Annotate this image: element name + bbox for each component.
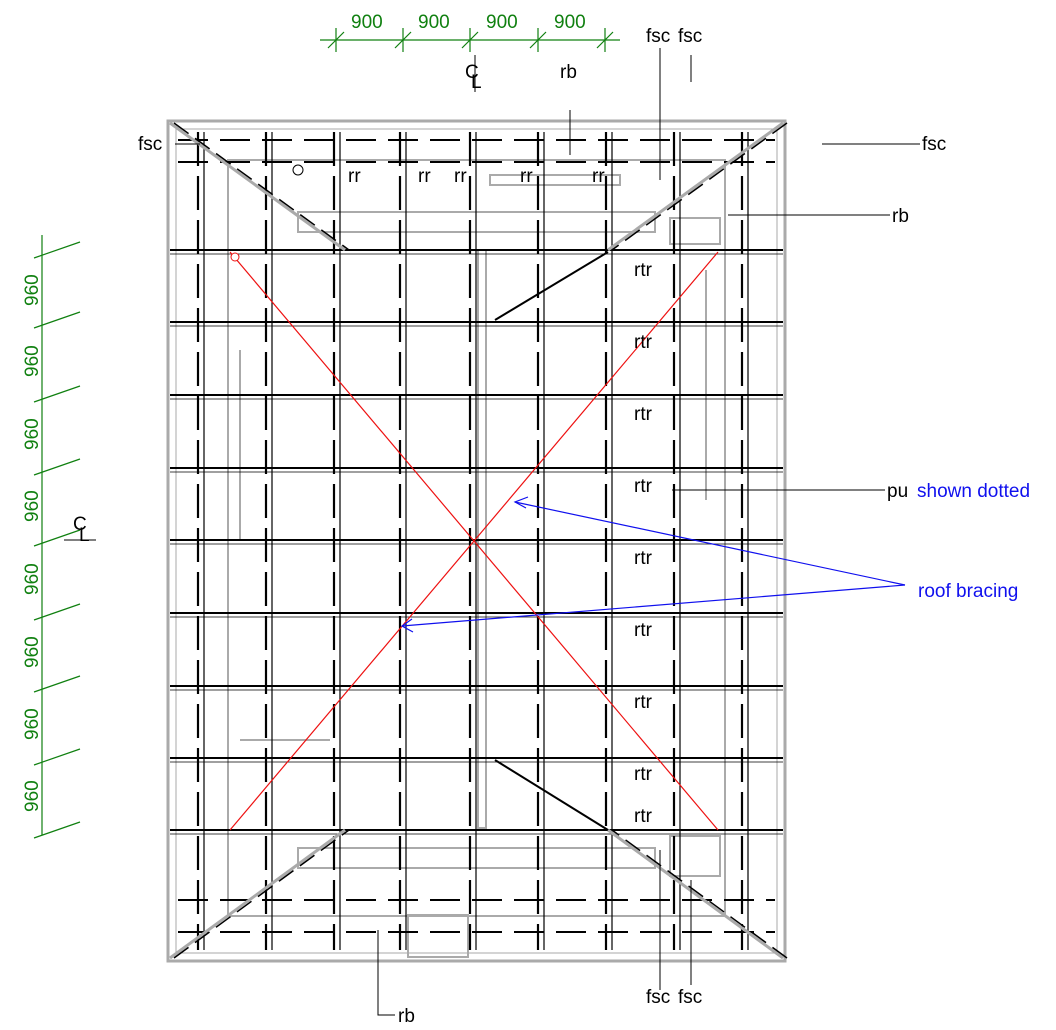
- top-dimension-string: [320, 28, 620, 52]
- note-roof-bracing: roof bracing: [918, 581, 1018, 602]
- hip-rafter-dashed: [173, 122, 350, 251]
- label-fsc-bottom-2: fsc: [678, 987, 702, 1008]
- bracing-anchor-circle: [230, 252, 240, 262]
- roof-outline: [166, 119, 787, 963]
- label-rr-1: rr: [348, 166, 361, 187]
- top-dim-1: 900: [351, 12, 383, 33]
- top-dim-2: 900: [418, 12, 450, 33]
- left-dim-3: 960: [22, 418, 43, 450]
- label-fsc-left: fsc: [138, 134, 162, 155]
- top-dim-4: 900: [554, 12, 586, 33]
- label-rtr-9: rtr: [634, 806, 653, 827]
- label-fsc-top-2: fsc: [678, 26, 702, 47]
- hip-rafter: [169, 121, 346, 252]
- label-rtr-6: rtr: [634, 620, 653, 641]
- roof-bracing-line-2: [229, 251, 719, 831]
- label-rr-2: rr: [418, 166, 431, 187]
- hip-rafter-dashed: [173, 829, 350, 959]
- left-dim-1: 960: [22, 274, 43, 306]
- label-rb-right: rb: [892, 206, 909, 227]
- left-dim-4: 960: [22, 490, 43, 522]
- label-rtr-3: rtr: [634, 404, 653, 425]
- centerline-symbol-left: C L: [64, 514, 96, 546]
- svg-text:L: L: [79, 525, 90, 546]
- label-rtr-1: rtr: [634, 260, 653, 281]
- leader-lines: [175, 48, 920, 1016]
- label-rr-3: rr: [454, 166, 467, 187]
- svg-text:L: L: [471, 72, 482, 93]
- left-dim-5: 960: [22, 563, 43, 595]
- left-dimension-string: [33, 235, 81, 839]
- hip-rafter: [607, 828, 784, 960]
- left-dim-6: 960: [22, 636, 43, 668]
- label-rtr-2: rtr: [634, 332, 653, 353]
- left-dim-7: 960: [22, 708, 43, 740]
- hip-rafter-dashed: [611, 829, 788, 959]
- struct-brace-top: [494, 251, 609, 321]
- label-rtr-7: rtr: [634, 692, 653, 713]
- hip-rafter: [169, 828, 346, 960]
- label-fsc-bottom-1: fsc: [646, 987, 670, 1008]
- note-shown-dotted: shown dotted: [917, 481, 1030, 502]
- label-pu: pu: [887, 481, 908, 502]
- top-dim-3: 900: [486, 12, 518, 33]
- left-dim-8: 960: [22, 780, 43, 812]
- centerline-symbol-top: C L: [465, 55, 482, 93]
- roof-bracing-arrows: [400, 496, 906, 633]
- post-circle: [292, 164, 304, 176]
- label-rtr-4: rtr: [634, 476, 653, 497]
- label-rr-5: rr: [592, 166, 605, 187]
- label-rtr-8: rtr: [634, 764, 653, 785]
- label-rr-4: rr: [520, 166, 533, 187]
- struct-brace-bottom: [494, 759, 609, 831]
- hip-rafter: [607, 121, 784, 252]
- label-rtr-5: rtr: [634, 548, 653, 569]
- label-rb-bottom: rb: [398, 1006, 415, 1027]
- label-fsc-right: fsc: [922, 134, 946, 155]
- label-rb-top: rb: [560, 62, 577, 83]
- hip-rafter-dashed: [611, 122, 788, 251]
- ridge-tie-rafters: [170, 139, 783, 933]
- label-fsc-top-1: fsc: [646, 26, 670, 47]
- left-dim-2: 960: [22, 345, 43, 377]
- hip-rafters: [169, 121, 788, 960]
- svg-text:C: C: [73, 514, 87, 535]
